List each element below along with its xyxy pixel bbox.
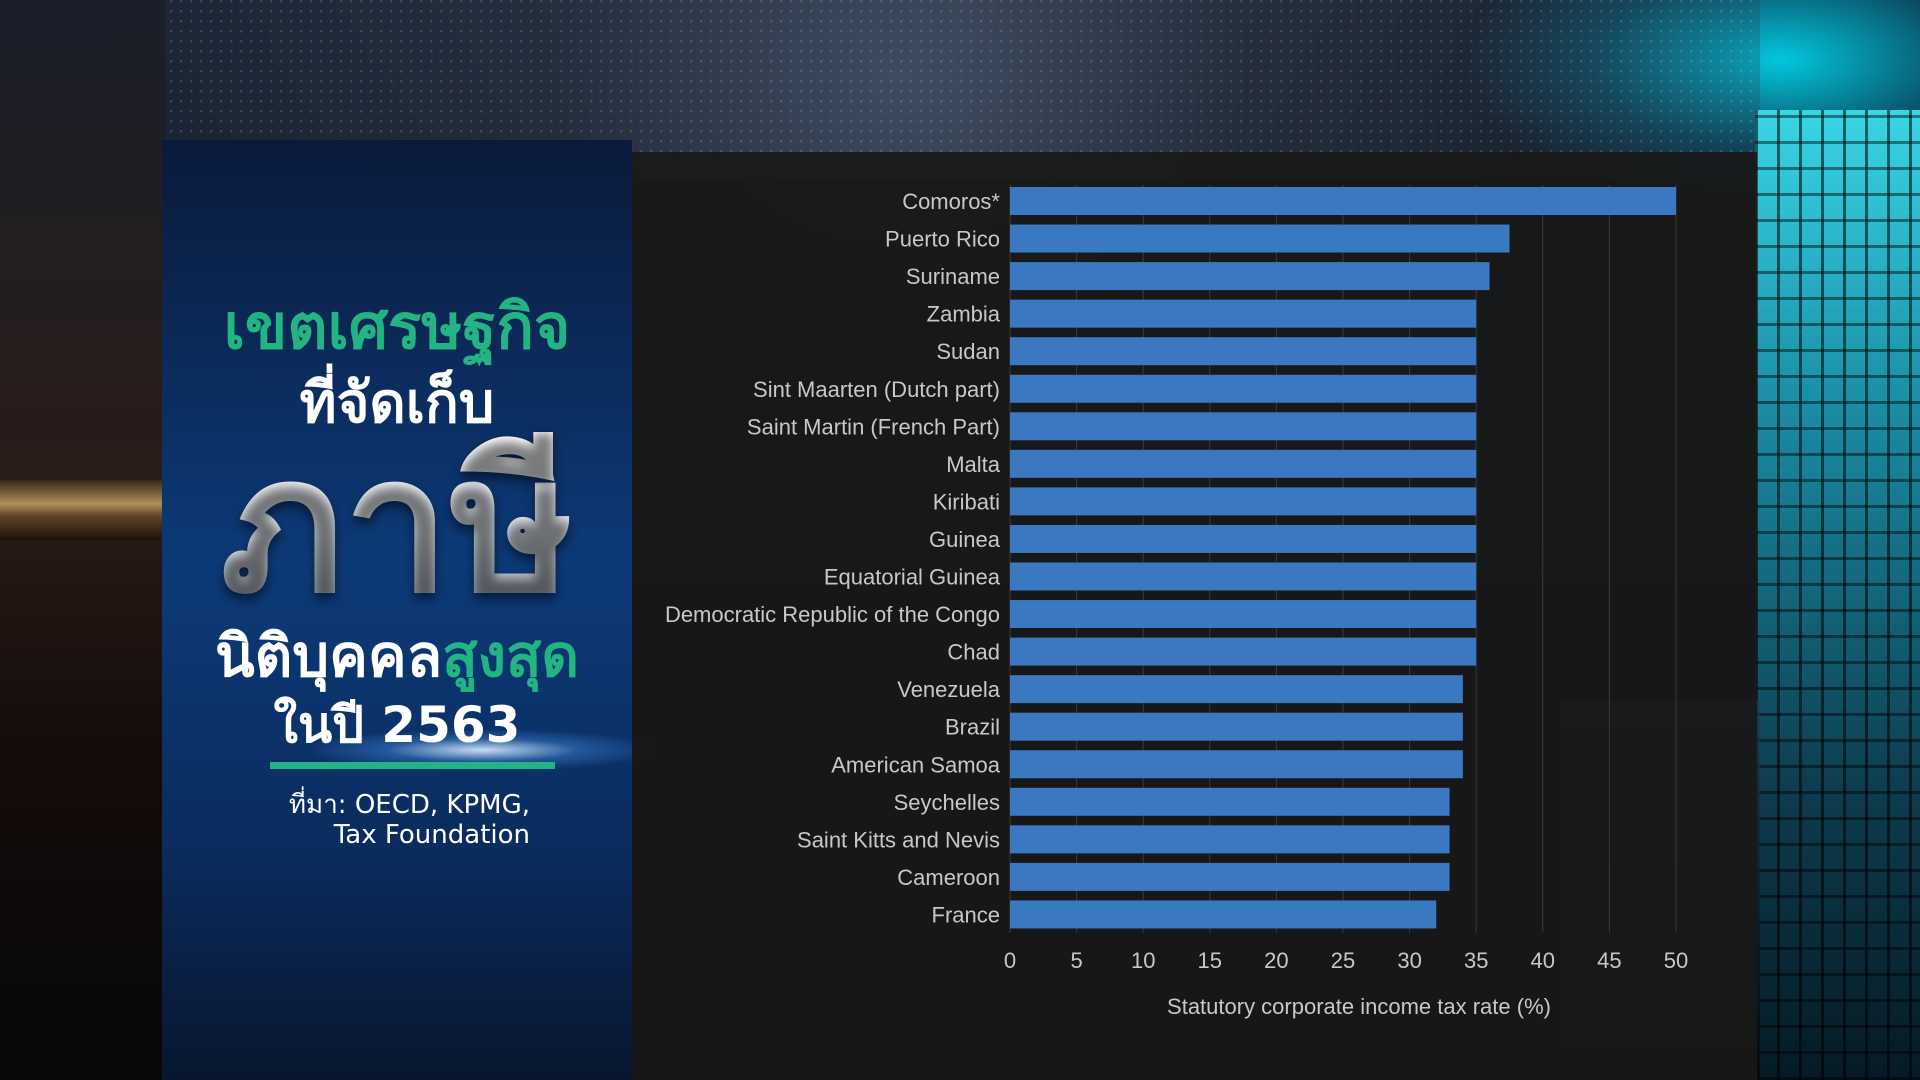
headline-line-2: ที่จัดเก็บ [299, 371, 495, 436]
category-label: Seychelles [894, 790, 1000, 815]
category-label: Equatorial Guinea [824, 565, 1001, 590]
chart-category-labels: Comoros* Puerto Rico Suriname Zambia Sudan Si… [665, 189, 1001, 927]
bar [1010, 712, 1463, 741]
left-edge-background [0, 0, 165, 1080]
category-label: Sudan [936, 339, 1000, 364]
category-label: Malta [946, 452, 1001, 477]
category-label: Democratic Republic of the Congo [665, 602, 1000, 627]
x-axis-label: Statutory corporate income tax rate (%) [1167, 994, 1551, 1019]
bar [1010, 224, 1510, 253]
headline-line-4: นิติบุคคลสูงสุด [162, 627, 632, 685]
source-line-1: ที่มา: OECD, KPMG, [288, 790, 530, 820]
bar [1010, 524, 1477, 553]
headline-line-1: เขตเศรษฐกิจ [223, 290, 571, 363]
x-tick-label: 20 [1264, 948, 1288, 973]
category-label: Puerto Rico [885, 227, 1000, 252]
x-tick-label: 50 [1664, 948, 1688, 973]
category-label: Saint Martin (French Part) [747, 414, 1000, 439]
category-label: American Samoa [831, 752, 1001, 777]
headline-line-4-green: สูงสุด [442, 622, 580, 690]
x-tick-label: 40 [1531, 948, 1555, 973]
bar [1010, 299, 1477, 328]
x-tick-label: 15 [1198, 948, 1222, 973]
title-panel [162, 140, 652, 1080]
building-background [1755, 110, 1920, 1080]
bar [1010, 750, 1463, 779]
category-label: Saint Kitts and Nevis [797, 827, 1000, 852]
x-tick-label: 25 [1331, 948, 1355, 973]
bar [1010, 337, 1477, 366]
x-tick-label: 10 [1131, 948, 1155, 973]
x-tick-label: 35 [1464, 948, 1488, 973]
x-tick-label: 5 [1070, 948, 1082, 973]
headline-line-5: ในปี 2563 [273, 696, 521, 754]
x-tick-label: 45 [1597, 948, 1621, 973]
bar [1010, 637, 1477, 666]
headline-line-3: ภาษี [162, 432, 632, 620]
bar [1010, 600, 1477, 629]
bar [1010, 412, 1477, 441]
bar [1010, 675, 1463, 704]
category-label: Comoros* [902, 189, 1000, 214]
category-label: Chad [947, 640, 1000, 665]
green-divider [270, 762, 555, 769]
pen-decoration [0, 480, 165, 540]
category-label: France [932, 902, 1000, 927]
category-label: Suriname [906, 264, 1000, 289]
chart-bars [1010, 187, 1676, 929]
bar [1010, 562, 1477, 591]
category-label: Zambia [927, 302, 1001, 327]
chart-tick-labels: 0 5 10 15 20 25 30 35 40 45 50 [1004, 948, 1688, 973]
source-line-2: Tax Foundation [333, 820, 530, 850]
bar [1010, 374, 1477, 403]
bar [1010, 187, 1676, 215]
bar [1010, 862, 1450, 891]
category-label: Cameroon [897, 865, 1000, 890]
bar [1010, 787, 1450, 816]
bar [1010, 825, 1450, 854]
bar [1010, 449, 1477, 478]
category-label: Kiribati [933, 489, 1000, 514]
category-label: Sint Maarten (Dutch part) [753, 377, 1000, 402]
headline-line-4-white: นิติบุคคล [214, 622, 443, 690]
category-label: Guinea [929, 527, 1001, 552]
chart-gridlines [1009, 185, 1677, 933]
category-label: Venezuela [897, 677, 1001, 702]
bar [1010, 262, 1490, 291]
x-tick-label: 0 [1004, 948, 1016, 973]
bar [1010, 487, 1477, 516]
bar [1010, 900, 1437, 929]
x-tick-label: 30 [1397, 948, 1421, 973]
category-label: Brazil [945, 715, 1000, 740]
